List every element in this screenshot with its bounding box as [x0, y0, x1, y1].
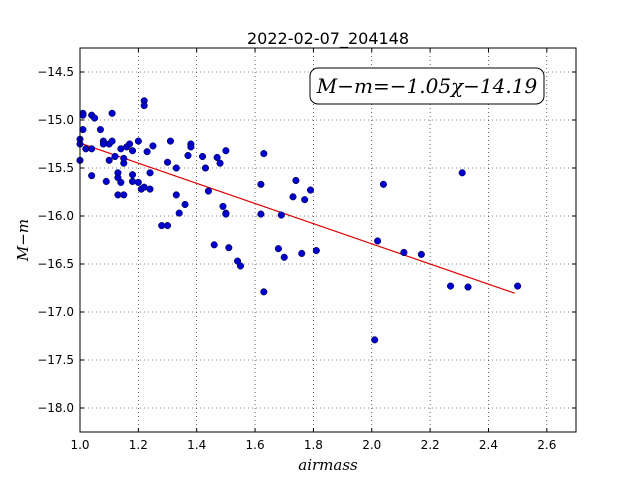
data-point	[163, 158, 172, 166]
data-point	[198, 152, 207, 161]
y-tick-label: −14.5	[37, 65, 74, 79]
x-tick-label: 1.6	[246, 438, 265, 452]
y-tick-label: −16.0	[37, 209, 74, 223]
equation-annotation: M−m=−1.05χ−14.19	[309, 67, 545, 105]
data-point	[91, 114, 99, 122]
data-point	[260, 288, 268, 296]
data-point	[149, 142, 157, 150]
data-point	[120, 154, 128, 162]
data-point	[140, 102, 148, 110]
y-tick-label: −15.0	[37, 113, 74, 127]
data-point	[257, 210, 265, 218]
y-tick-label: −18.0	[37, 401, 74, 415]
data-point	[172, 191, 180, 199]
data-points-layer	[76, 97, 522, 344]
data-point	[114, 169, 122, 177]
data-point	[280, 253, 288, 261]
x-tick-label: 1.2	[129, 438, 148, 452]
data-point	[128, 147, 137, 155]
data-point	[301, 196, 309, 204]
data-point	[210, 241, 218, 249]
x-tick-label: 2.4	[479, 438, 498, 452]
x-tick-label: 2.2	[421, 438, 440, 452]
data-point	[126, 140, 134, 148]
data-point	[292, 176, 300, 185]
data-point	[88, 172, 96, 180]
data-point	[371, 336, 379, 344]
data-point	[219, 202, 227, 210]
y-axis-label: M−m	[14, 219, 32, 262]
annotation-box	[309, 67, 545, 105]
data-point	[306, 186, 315, 194]
data-point	[274, 245, 282, 253]
data-point	[117, 178, 125, 186]
data-point	[79, 111, 87, 119]
data-point	[514, 282, 522, 290]
grid-lines	[79, 48, 576, 432]
fit-line	[79, 142, 515, 294]
data-point	[88, 145, 96, 153]
y-tick-label: −17.5	[37, 353, 74, 367]
data-point	[105, 156, 113, 164]
data-point	[128, 171, 137, 179]
data-point	[298, 249, 306, 257]
data-point	[102, 177, 110, 185]
data-point	[175, 209, 183, 217]
data-point	[172, 164, 180, 172]
axis-ticks: 1.0 1.2 1.4 1.6 1.8 2.0 2.2 2.4 2.6 −14.5 −15.0 −15…	[37, 48, 576, 452]
data-point	[464, 283, 472, 291]
x-tick-label: 2.6	[537, 438, 556, 452]
y-tick-label: −15.5	[37, 161, 74, 175]
data-point	[222, 210, 230, 218]
data-point	[134, 137, 142, 145]
data-point	[146, 169, 154, 177]
x-tick-label: 2.0	[362, 438, 381, 452]
data-point	[166, 137, 174, 145]
data-point	[120, 191, 128, 199]
data-point	[458, 169, 466, 177]
data-point	[201, 164, 210, 172]
plot-area-frame	[79, 47, 577, 433]
data-point	[225, 244, 233, 252]
annotation-text: M−m=−1.05χ−14.19	[316, 74, 538, 98]
data-point	[312, 247, 320, 255]
data-point	[417, 250, 425, 258]
data-point	[446, 282, 455, 290]
data-point	[108, 137, 116, 145]
data-point	[96, 126, 104, 134]
data-point	[216, 159, 224, 167]
data-point	[400, 248, 408, 257]
data-point	[187, 143, 195, 151]
data-point	[260, 150, 268, 158]
data-point	[146, 185, 154, 193]
data-point	[277, 211, 285, 219]
y-tick-label: −16.5	[37, 257, 74, 271]
x-tick-label: 1.8	[304, 438, 323, 452]
data-point	[163, 222, 172, 230]
data-point	[213, 153, 221, 161]
data-point	[111, 152, 119, 161]
data-point	[374, 237, 382, 245]
data-point	[79, 126, 87, 134]
data-point	[204, 187, 212, 195]
data-point	[134, 178, 142, 186]
data-point	[257, 180, 265, 188]
fit-line-layer	[79, 142, 515, 294]
data-point	[289, 193, 297, 201]
data-point	[222, 147, 230, 155]
y-tick-label: −17.0	[37, 305, 74, 319]
data-point	[143, 148, 151, 156]
x-tick-label: 1.4	[187, 438, 206, 452]
x-axis-label: airmass	[298, 456, 358, 474]
data-point	[184, 151, 192, 160]
x-tick-label: 1.0	[70, 438, 89, 452]
data-point	[379, 180, 387, 188]
data-point	[128, 177, 137, 185]
data-point	[181, 200, 189, 209]
data-point	[108, 109, 116, 117]
chart-title: 2022-02-07_204148	[247, 29, 409, 49]
data-point	[236, 262, 245, 270]
